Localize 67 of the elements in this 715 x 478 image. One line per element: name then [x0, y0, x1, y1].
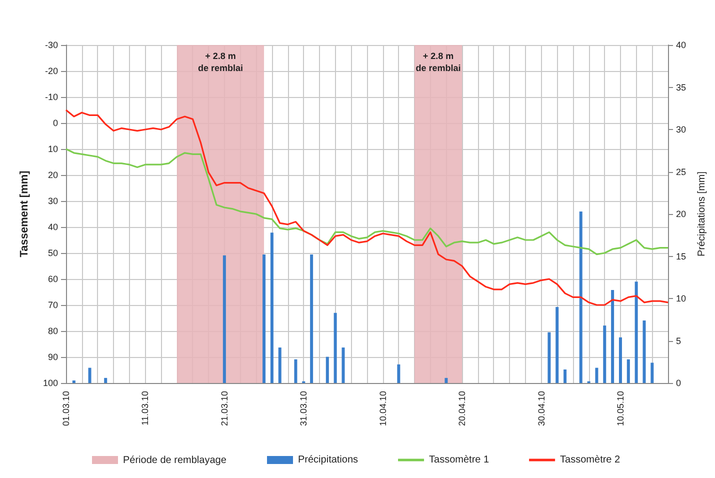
y-tick-label: 100 — [42, 378, 58, 388]
bar — [634, 282, 638, 383]
y2-tick-label: 0 — [676, 378, 682, 388]
line-series — [65, 148, 669, 256]
y-tick-label: 40 — [48, 222, 58, 232]
y2-tick-label: 25 — [676, 166, 686, 177]
line-series — [65, 109, 669, 306]
x-tick-label: 31.03.10 — [298, 391, 309, 426]
band-label: + 2.8 m de remblai — [198, 51, 243, 73]
y2-tick-label: 40 — [676, 40, 686, 50]
bar — [579, 211, 582, 383]
x-tick-label: 21.03.10 — [219, 391, 230, 426]
bar — [642, 320, 646, 383]
y-axis-title: Tassement [mm] — [18, 170, 30, 258]
bar — [278, 348, 282, 383]
x-tick-label: 20.04.10 — [457, 391, 468, 426]
legend-label: Tassomètre 2 — [560, 454, 621, 466]
y2-tick-label: 30 — [676, 124, 686, 134]
y-tick-label: 0 — [52, 118, 58, 128]
y-tick-label: 50 — [48, 248, 58, 258]
bar — [270, 232, 274, 383]
x-tick-label: 10.05.10 — [615, 391, 626, 426]
bar — [626, 359, 630, 383]
bar — [342, 348, 345, 383]
text: Période de remblayage — [123, 454, 226, 466]
bar — [595, 368, 598, 383]
bar — [72, 380, 76, 383]
y-tick-label: 60 — [48, 274, 58, 284]
y2-tick-label: 20 — [676, 209, 686, 219]
legend-label: Tassomètre 1 — [429, 454, 490, 466]
y-tick-label: 20 — [48, 170, 58, 180]
bar — [611, 290, 614, 383]
y2-tick-label: 15 — [676, 251, 686, 262]
x-tick-label: 01.03.10 — [61, 391, 71, 426]
x-tick-label: 30.04.10 — [536, 391, 546, 426]
bar — [397, 364, 400, 383]
y2-tick-label: 35 — [676, 82, 686, 92]
y-tick-label: 70 — [48, 300, 58, 310]
bar — [88, 368, 92, 383]
bar — [294, 359, 298, 383]
legend-label: Précipitations — [298, 454, 358, 466]
band-label: + 2.8 m de remblai — [416, 51, 461, 73]
y-tick-label: 30 — [48, 196, 58, 206]
y2-axis-title: Précipitations [mm] — [696, 171, 708, 257]
bar — [334, 312, 337, 383]
bar — [326, 356, 329, 383]
bar — [548, 332, 551, 383]
bar — [310, 254, 314, 383]
y2-tick-label: 10 — [676, 294, 686, 304]
bar — [444, 378, 448, 383]
y-tick-label: 10 — [48, 144, 58, 154]
bar — [650, 362, 654, 383]
y2-tick-label: 5 — [676, 336, 682, 346]
bar — [104, 378, 108, 383]
y-tick-label: 90 — [48, 352, 58, 362]
y-tick-label: -30 — [44, 40, 58, 50]
x-tick-label: 10.04.10 — [378, 391, 388, 426]
bar — [556, 306, 559, 383]
y-tick-label: -10 — [44, 92, 58, 102]
bar — [618, 337, 622, 383]
y-tick-label: -20 — [44, 66, 58, 76]
y-tick-label: 80 — [48, 326, 58, 336]
bar — [262, 254, 266, 383]
bar — [564, 369, 567, 383]
bar — [603, 326, 606, 383]
x-tick-label: 11.03.10 — [140, 391, 150, 426]
bar — [222, 255, 226, 383]
